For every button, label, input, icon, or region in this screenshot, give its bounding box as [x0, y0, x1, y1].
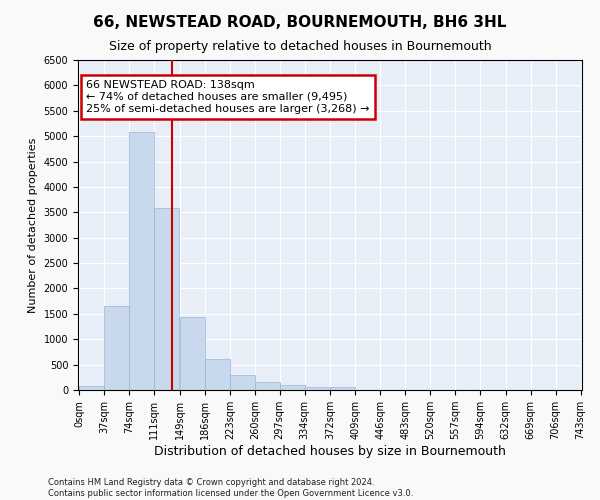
Bar	[104, 306, 129, 390]
Y-axis label: Number of detached properties: Number of detached properties	[28, 138, 38, 312]
Bar	[130, 132, 154, 390]
Text: 66, NEWSTEAD ROAD, BOURNEMOUTH, BH6 3HL: 66, NEWSTEAD ROAD, BOURNEMOUTH, BH6 3HL	[94, 15, 506, 30]
Text: Contains HM Land Registry data © Crown copyright and database right 2024.
Contai: Contains HM Land Registry data © Crown c…	[48, 478, 413, 498]
Bar	[79, 386, 104, 390]
Text: 66 NEWSTEAD ROAD: 138sqm
← 74% of detached houses are smaller (9,495)
25% of sem: 66 NEWSTEAD ROAD: 138sqm ← 74% of detach…	[86, 80, 370, 114]
Text: Size of property relative to detached houses in Bournemouth: Size of property relative to detached ho…	[109, 40, 491, 53]
Bar	[180, 318, 205, 390]
Bar	[205, 359, 230, 390]
Bar	[280, 385, 305, 390]
Bar	[255, 382, 280, 390]
Bar	[331, 388, 355, 390]
Bar	[230, 375, 254, 390]
Bar	[154, 208, 179, 390]
X-axis label: Distribution of detached houses by size in Bournemouth: Distribution of detached houses by size …	[154, 445, 506, 458]
Bar	[305, 388, 329, 390]
